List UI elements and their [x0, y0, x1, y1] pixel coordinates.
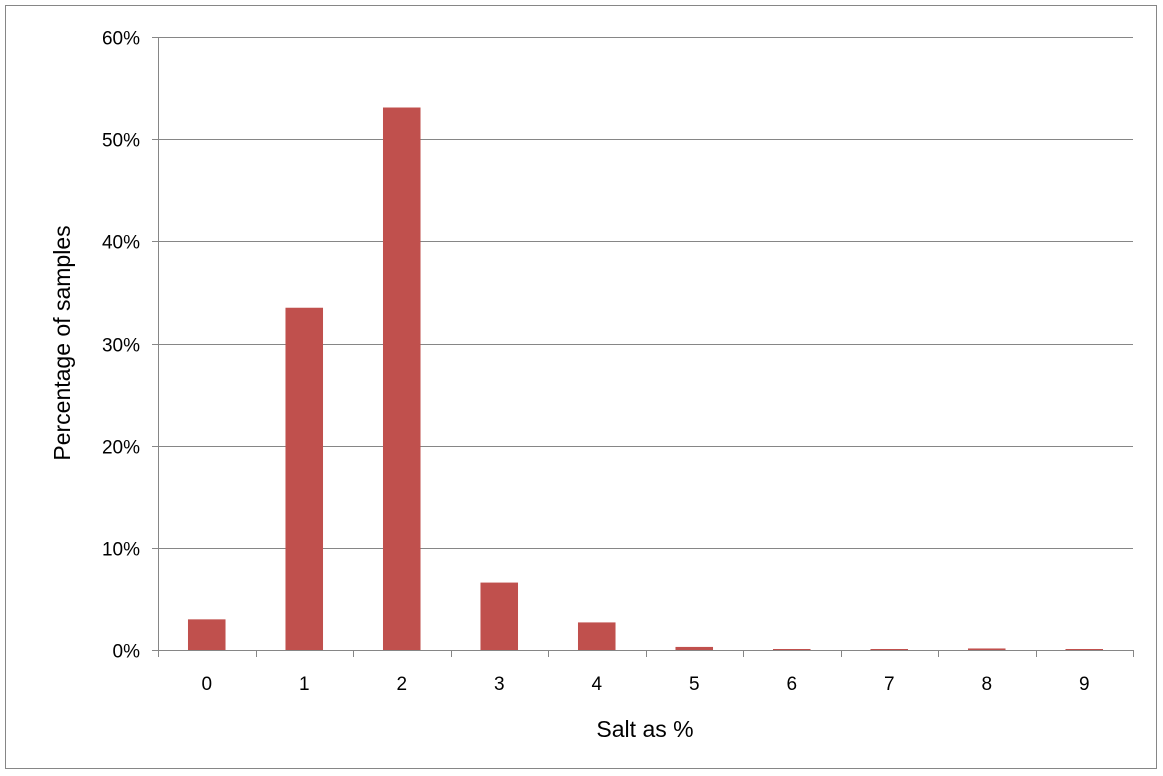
- y-tick-label: 20%: [102, 438, 140, 459]
- bar-5: [675, 646, 714, 650]
- y-tick-label: 10%: [102, 540, 140, 561]
- bars: [187, 107, 1104, 650]
- y-tick-label: 50%: [102, 131, 140, 152]
- x-tick-label: 7: [884, 674, 895, 695]
- bar-7: [870, 649, 909, 650]
- x-tick-label: 8: [981, 674, 992, 695]
- bar-0: [187, 619, 226, 650]
- x-tick-label: 9: [1079, 674, 1090, 695]
- y-tick-label: 0%: [113, 642, 141, 663]
- x-tick-label: 2: [396, 674, 407, 695]
- bar-9: [1065, 649, 1104, 650]
- y-tick-label: 60%: [102, 29, 140, 50]
- x-axis-title: Salt as %: [596, 716, 693, 742]
- x-tick-label: 0: [201, 674, 212, 695]
- bar-8: [967, 648, 1006, 650]
- axes: [152, 37, 1134, 657]
- bar-1: [285, 307, 324, 650]
- y-tick-label: 40%: [102, 233, 140, 254]
- bar-6: [772, 649, 811, 650]
- bar-3: [480, 582, 519, 650]
- bar-4: [577, 622, 616, 650]
- x-tick-label: 3: [494, 674, 505, 695]
- x-tick-label: 5: [689, 674, 700, 695]
- x-tick-label: 1: [299, 674, 310, 695]
- bar-2: [382, 107, 421, 650]
- y-axis-title: Percentage of samples: [49, 225, 75, 460]
- x-tick-label: 6: [786, 674, 797, 695]
- y-tick-label: 30%: [102, 336, 140, 357]
- x-tick-label: 4: [591, 674, 602, 695]
- x-tick-labels: 0 1 2 3 4 5 6 7 8 9: [201, 674, 1089, 695]
- y-tick-labels: 0% 10% 20% 30% 40% 50% 60%: [102, 29, 140, 663]
